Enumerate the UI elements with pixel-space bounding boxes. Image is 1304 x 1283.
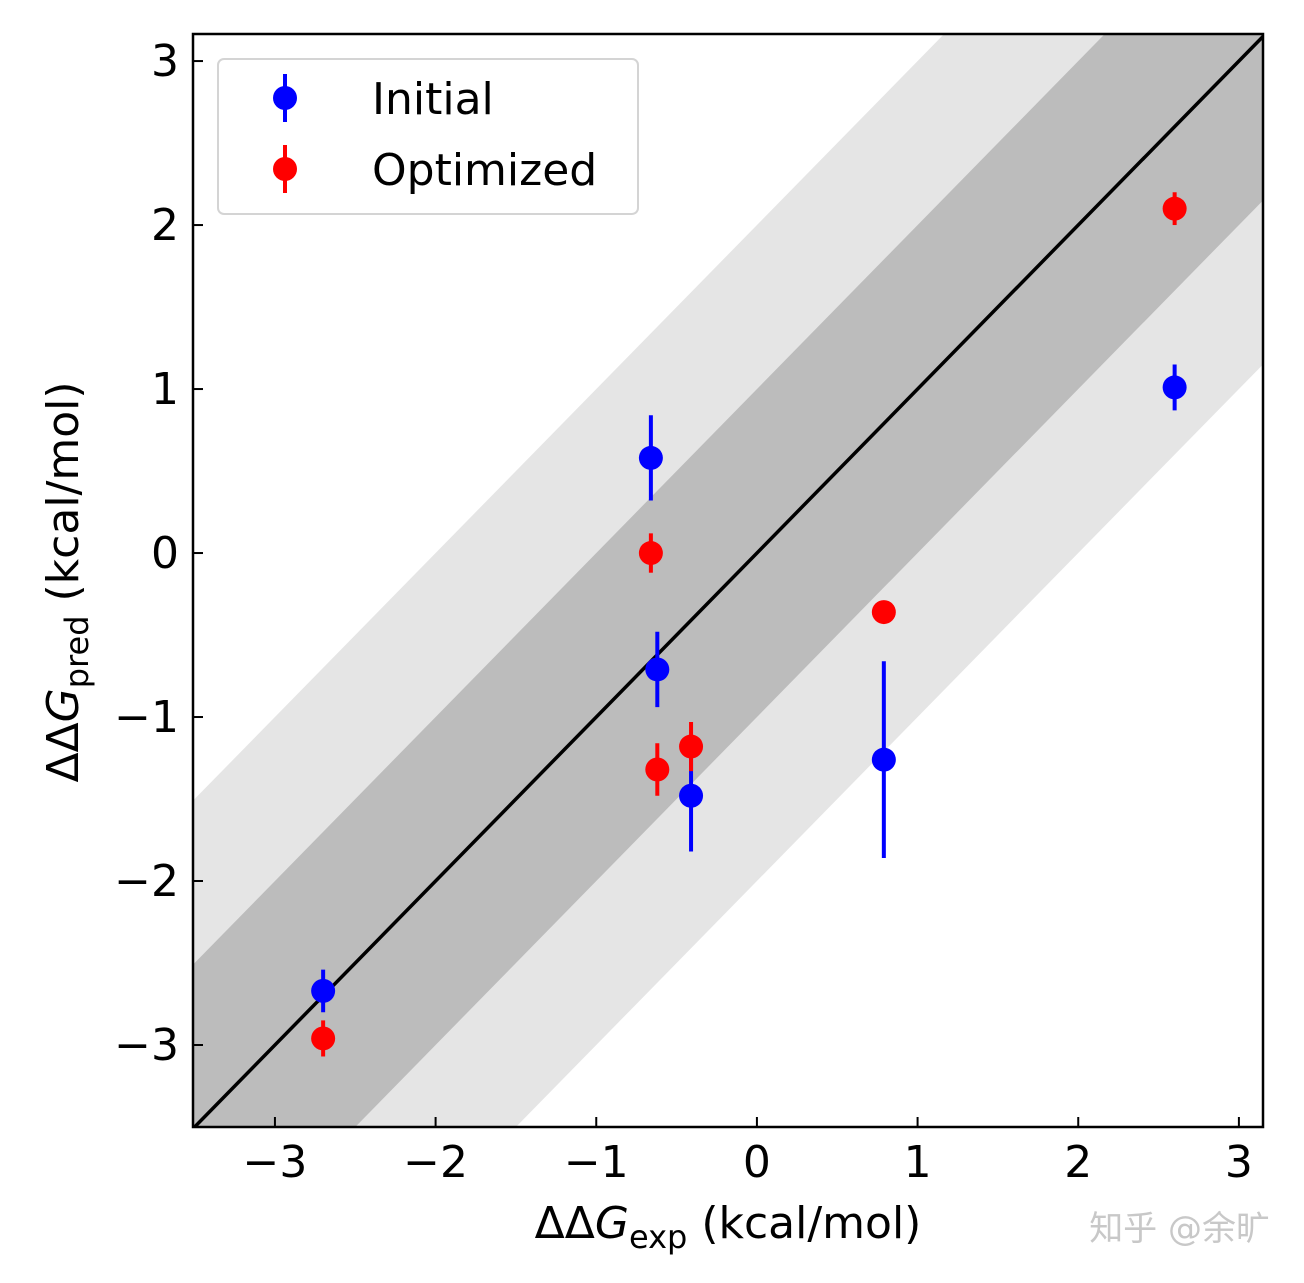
data-points [311, 192, 1187, 1057]
x-tick-label: −2 [403, 1137, 468, 1188]
marker-optimized [871, 600, 896, 625]
point-optimized [645, 743, 670, 796]
y-axis-label: ΔΔGpred (kcal/mol) [38, 381, 96, 782]
y-axis-ticks: −3 −2 −1 0 1 2 3 [114, 36, 203, 1071]
y-tick-label: −1 [114, 692, 179, 743]
legend: Initial Optimized [217, 58, 639, 215]
marker-initial [679, 783, 704, 808]
marker-initial [638, 445, 663, 470]
y-tick-label: 1 [151, 364, 179, 415]
legend-item-initial: Initial [273, 74, 494, 125]
y-tick-label: 3 [151, 36, 179, 87]
y-tick-label: 2 [151, 200, 179, 251]
legend-initial-label: Initial [372, 74, 494, 125]
x-axis-label-sub: exp [629, 1218, 687, 1256]
legend-frame [217, 58, 639, 215]
x-tick-label: 0 [743, 1137, 771, 1188]
legend-item-optimized: Optimized [273, 145, 597, 196]
marker-optimized [638, 541, 663, 566]
x-axis-label-prefix: ΔΔ [535, 1198, 595, 1249]
x-axis-ticks: −3 −2 −1 0 1 2 3 [242, 1117, 1253, 1188]
marker-optimized [679, 734, 704, 759]
point-initial [311, 969, 336, 1013]
point-optimized [679, 721, 704, 772]
legend-initial-marker [273, 86, 297, 110]
point-initial [638, 415, 663, 501]
marker-optimized [645, 757, 670, 782]
marker-initial [871, 747, 896, 772]
watermark: 知乎 @余旷 [1089, 1209, 1270, 1249]
marker-initial [645, 657, 670, 682]
y-tick-label: 0 [151, 528, 179, 579]
x-tick-label: −3 [242, 1137, 307, 1188]
legend-optimized-label: Optimized [372, 145, 597, 196]
x-tick-label: 2 [1064, 1137, 1092, 1188]
point-initial [1162, 364, 1187, 411]
point-optimized [638, 533, 663, 573]
point-initial [871, 661, 896, 859]
x-axis-label-var: G [595, 1198, 629, 1249]
marker-optimized [311, 1026, 336, 1051]
y-axis-label-sub: pred [58, 615, 96, 688]
point-initial [645, 631, 670, 708]
y-axis-label-var: G [38, 688, 89, 722]
legend-optimized-marker [273, 157, 297, 181]
x-tick-label: 1 [904, 1137, 932, 1188]
x-axis-label: ΔΔGexp (kcal/mol) [535, 1198, 922, 1256]
y-axis-label-units: (kcal/mol) [38, 381, 89, 615]
point-optimized [871, 600, 896, 625]
plot-frame [191, 32, 1265, 1129]
y-tick-label: −3 [114, 1020, 179, 1071]
marker-initial [1162, 375, 1187, 400]
y-tick-label: −2 [114, 856, 179, 907]
y-axis-label-prefix: ΔΔ [38, 722, 89, 782]
x-tick-label: 3 [1225, 1137, 1253, 1188]
marker-initial [311, 978, 336, 1003]
marker-optimized [1162, 196, 1187, 221]
point-optimized [311, 1020, 336, 1057]
x-tick-label: −1 [564, 1137, 629, 1188]
point-optimized [1162, 192, 1187, 226]
x-axis-label-units: (kcal/mol) [687, 1198, 921, 1249]
